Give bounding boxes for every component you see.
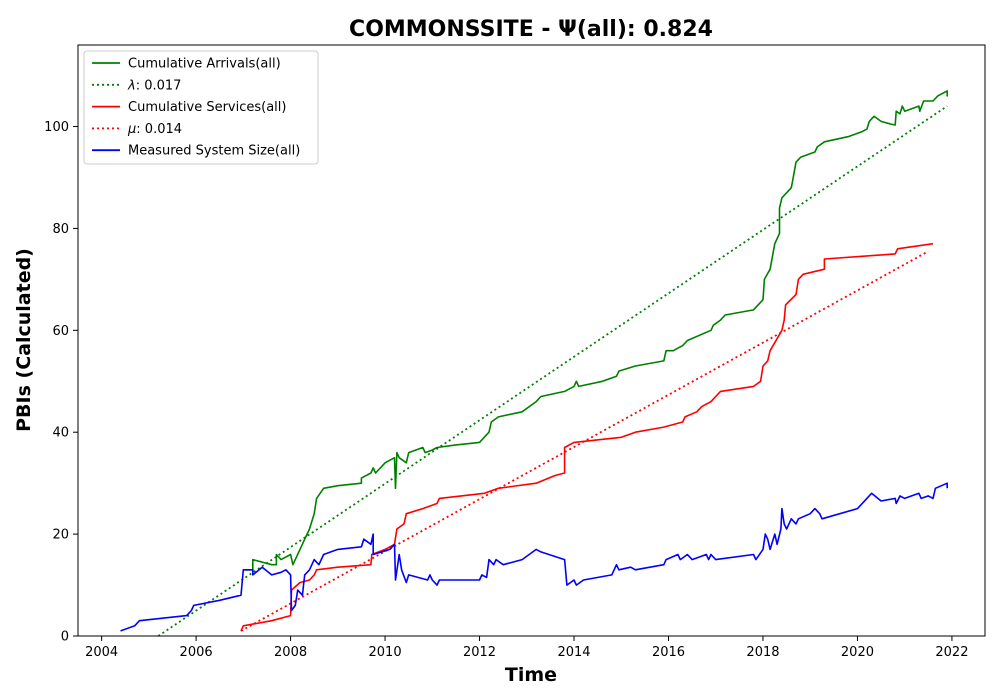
x-tick-label: 2016	[652, 645, 685, 660]
x-tick-label: 2022	[935, 645, 968, 660]
x-tick-label: 2008	[274, 645, 307, 660]
series-line-2	[240, 242, 934, 632]
legend-label: Measured System Size(all)	[128, 144, 300, 159]
x-axis: 2004 2006 2008 2010 2012 2014 2016 2018 2020 2022	[85, 636, 968, 660]
series-line-4	[120, 482, 948, 632]
x-tick-label: 2020	[841, 645, 874, 660]
chart-title: COMMONSSITE - Ψ(all): 0.824	[349, 17, 713, 42]
x-tick-label: 2004	[85, 645, 118, 660]
y-axis: 0 20 40 60 80 100	[44, 120, 78, 645]
series-line-0	[243, 90, 948, 571]
legend-label: μ: 0.014	[127, 122, 182, 137]
legend: Cumulative Arrivals(all) λ: 0.017 Cumulati…	[83, 50, 319, 165]
x-axis-label: Time	[505, 664, 557, 686]
plot-frame	[77, 44, 986, 637]
series-line-3	[240, 250, 929, 632]
y-tick-label: 80	[52, 222, 69, 237]
y-tick-label: 60	[52, 324, 69, 339]
y-tick-label: 20	[52, 528, 69, 543]
legend-box	[83, 50, 319, 165]
x-tick-label: 2018	[746, 645, 779, 660]
legend-label: Cumulative Services(all)	[128, 100, 286, 115]
legend-label: Cumulative Arrivals(all)	[128, 57, 281, 72]
y-tick-label: 100	[44, 120, 69, 135]
y-axis-label: PBIs (Calculated)	[13, 248, 35, 432]
y-tick-label: 0	[61, 630, 69, 645]
x-tick-label: 2012	[463, 645, 496, 660]
series-line-1	[157, 105, 948, 637]
x-tick-label: 2010	[369, 645, 402, 660]
plot-series	[120, 90, 948, 637]
x-tick-label: 2014	[557, 645, 590, 660]
x-tick-label: 2006	[180, 645, 213, 660]
y-tick-label: 40	[52, 426, 69, 441]
legend-label: λ: 0.017	[127, 78, 181, 93]
